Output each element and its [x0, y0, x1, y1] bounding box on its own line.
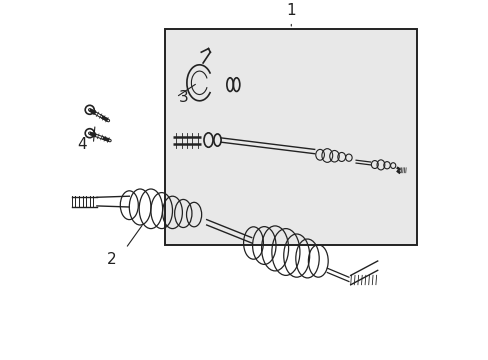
- Text: 1: 1: [286, 3, 296, 18]
- Text: 2: 2: [106, 252, 116, 267]
- FancyBboxPatch shape: [165, 29, 416, 245]
- Ellipse shape: [85, 129, 94, 138]
- Ellipse shape: [85, 105, 94, 114]
- Text: 4: 4: [78, 136, 87, 152]
- Text: 3: 3: [178, 90, 188, 105]
